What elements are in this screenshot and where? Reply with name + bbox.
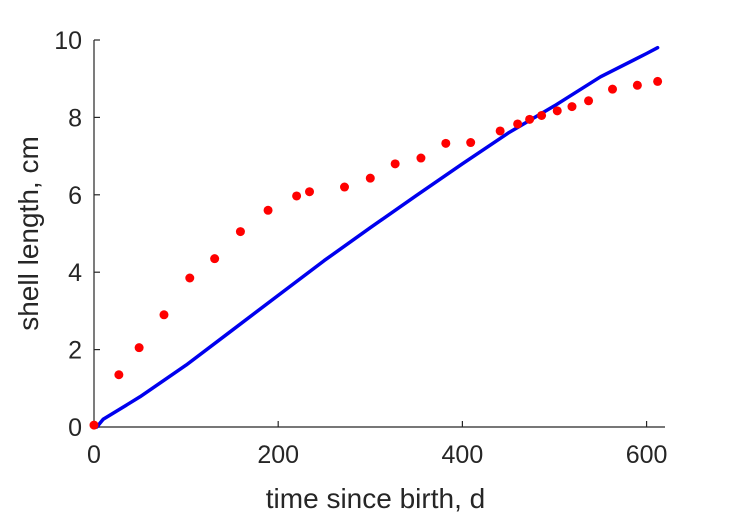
x-tick-label: 0: [87, 441, 101, 469]
x-tick-label: 600: [626, 441, 668, 469]
data-point: [114, 370, 124, 380]
x-tick-label: 400: [442, 441, 484, 469]
y-axis-label: shell length, cm: [13, 136, 44, 331]
data-point: [608, 84, 618, 94]
data-point: [466, 138, 476, 148]
data-point: [495, 126, 505, 136]
data-point: [537, 110, 547, 120]
x-tick-label: 200: [257, 441, 299, 469]
y-tick-label: 2: [68, 337, 82, 365]
y-tick-label: 6: [68, 182, 82, 210]
data-point: [134, 343, 144, 353]
data-point: [567, 102, 577, 112]
data-point: [263, 205, 273, 215]
data-point: [441, 138, 451, 148]
y-tick-label: 8: [68, 104, 82, 132]
data-point: [365, 173, 375, 183]
model-curve: [95, 45, 660, 429]
data-point: [552, 106, 562, 116]
data-point: [390, 159, 400, 169]
series-layer: [89, 45, 663, 430]
y-tick-label: 10: [54, 27, 82, 55]
data-point: [416, 153, 426, 163]
data-point: [292, 191, 302, 201]
data-point: [340, 182, 350, 192]
y-ticks: 0 2 4 6 8 10: [54, 27, 100, 442]
data-point: [513, 119, 523, 129]
data-point: [584, 96, 594, 106]
data-point: [159, 310, 169, 320]
y-tick-label: 4: [68, 259, 82, 287]
data-point: [89, 420, 99, 430]
y-tick-label: 0: [68, 414, 82, 442]
data-point: [525, 114, 535, 124]
data-point: [632, 80, 642, 90]
x-ticks: 0 200 400 600: [87, 421, 667, 469]
data-point: [210, 254, 220, 264]
data-point: [235, 227, 245, 237]
x-axis-label: time since birth, d: [266, 483, 485, 514]
data-point: [185, 273, 195, 283]
axes: [93, 40, 665, 428]
data-point: [305, 187, 315, 197]
data-point: [653, 76, 663, 86]
